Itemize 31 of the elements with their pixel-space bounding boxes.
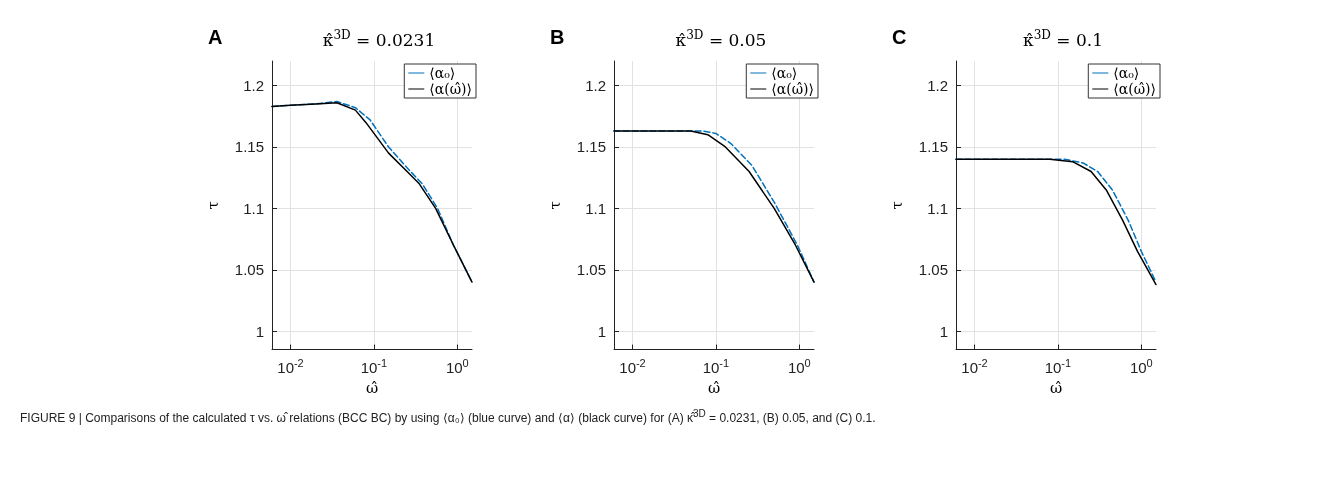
y-tick-label: 1.15: [918, 138, 948, 156]
legend-label: ⟨α(ω̂)⟩: [429, 81, 472, 97]
legend-label: ⟨α₀⟩: [771, 65, 798, 81]
legend-label: ⟨α(ω̂)⟩: [771, 81, 814, 97]
y-tick-label: 1.2: [927, 77, 948, 95]
y-tick-label: 1.2: [585, 77, 606, 95]
legend-label: ⟨α₀⟩: [429, 65, 456, 81]
y-tick-label: 1: [255, 322, 264, 340]
x-axis-title: ω̂: [365, 378, 379, 397]
legend-label: ⟨α₀⟩: [1113, 65, 1140, 81]
y-tick-label: 1: [939, 322, 948, 340]
y-axis-title: τ: [887, 201, 906, 210]
x-axis-title: ω̂: [707, 378, 721, 397]
y-tick-label: 1.05: [576, 261, 606, 279]
text: B: [550, 26, 565, 49]
caption: FIGURE 9 | Comparisons of the calculated τ vs. ω̂ relations (BCC BC) by using ⟨α₀⟩ (blue curve) and ⟨α⟩ (black curve) for (A) κ̂$^{3D}$ = 0.0231, (B) 0.05, and (C) 0.1.: [20, 408, 877, 425]
y-tick-label: 1.1: [927, 199, 948, 217]
y-axis-title: τ: [203, 201, 222, 210]
y-tick-label: 1.1: [585, 199, 606, 217]
y-tick-label: 1.05: [918, 261, 948, 279]
legend-label: ⟨α(ω̂)⟩: [1113, 81, 1156, 97]
text: C: [892, 26, 907, 49]
y-tick-label: 1.05: [234, 261, 264, 279]
y-tick-label: 1: [597, 322, 606, 340]
y-tick-label: 1.15: [234, 138, 264, 156]
y-tick-label: 1.2: [243, 77, 264, 95]
y-axis-title: τ: [545, 201, 564, 210]
y-tick-label: 1.15: [576, 138, 606, 156]
x-axis-title: ω̂: [1049, 378, 1063, 397]
y-tick-label: 1.1: [243, 199, 264, 217]
text: A: [208, 26, 223, 49]
